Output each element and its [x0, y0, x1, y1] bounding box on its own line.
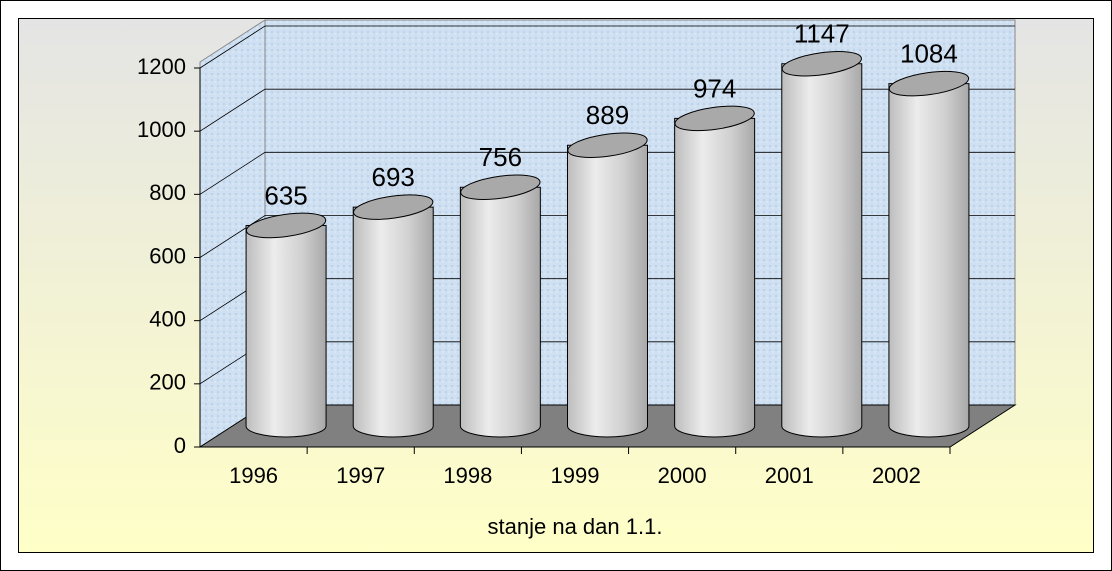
value-label: 635 [264, 180, 307, 210]
x-tick-label: 2002 [872, 463, 921, 488]
x-tick-label: 2000 [658, 463, 707, 488]
x-tick-label: 1999 [551, 463, 600, 488]
bar [352, 206, 434, 438]
bar-top [245, 212, 327, 239]
y-tick-label: 200 [149, 370, 186, 395]
value-label: 756 [479, 142, 522, 172]
value-label: 974 [693, 73, 736, 103]
bar [781, 63, 863, 438]
value-label: 693 [372, 162, 415, 192]
bar [888, 83, 970, 438]
x-axis-title: stanje na dan 1.1. [488, 514, 663, 539]
bar-top [888, 70, 970, 97]
x-tick-label: 1997 [336, 463, 385, 488]
y-tick-label: 400 [149, 306, 186, 331]
grid-line [199, 151, 1015, 195]
bar-top [781, 51, 862, 77]
y-tick-label: 0 [174, 433, 186, 458]
bar [245, 224, 327, 438]
y-tick-label: 1200 [137, 54, 186, 79]
x-tick-label: 1996 [229, 463, 278, 488]
bar [674, 117, 756, 438]
x-tick-label: 1998 [443, 463, 492, 488]
bar-top [567, 132, 648, 158]
bar-top [674, 105, 755, 132]
grid-line [199, 25, 1015, 69]
grid-line [199, 215, 1015, 258]
x-tick-label: 2001 [765, 463, 814, 488]
bar [459, 186, 541, 438]
value-label: 1147 [794, 19, 850, 49]
value-label: 1084 [900, 39, 958, 69]
bar-top [460, 174, 541, 200]
bar-top [353, 194, 434, 220]
y-tick-label: 600 [149, 243, 186, 268]
y-tick-label: 1000 [137, 117, 186, 142]
y-tick-label: 800 [149, 180, 186, 205]
value-label: 889 [586, 100, 629, 130]
grid-line [199, 88, 1015, 132]
bar [567, 144, 648, 438]
